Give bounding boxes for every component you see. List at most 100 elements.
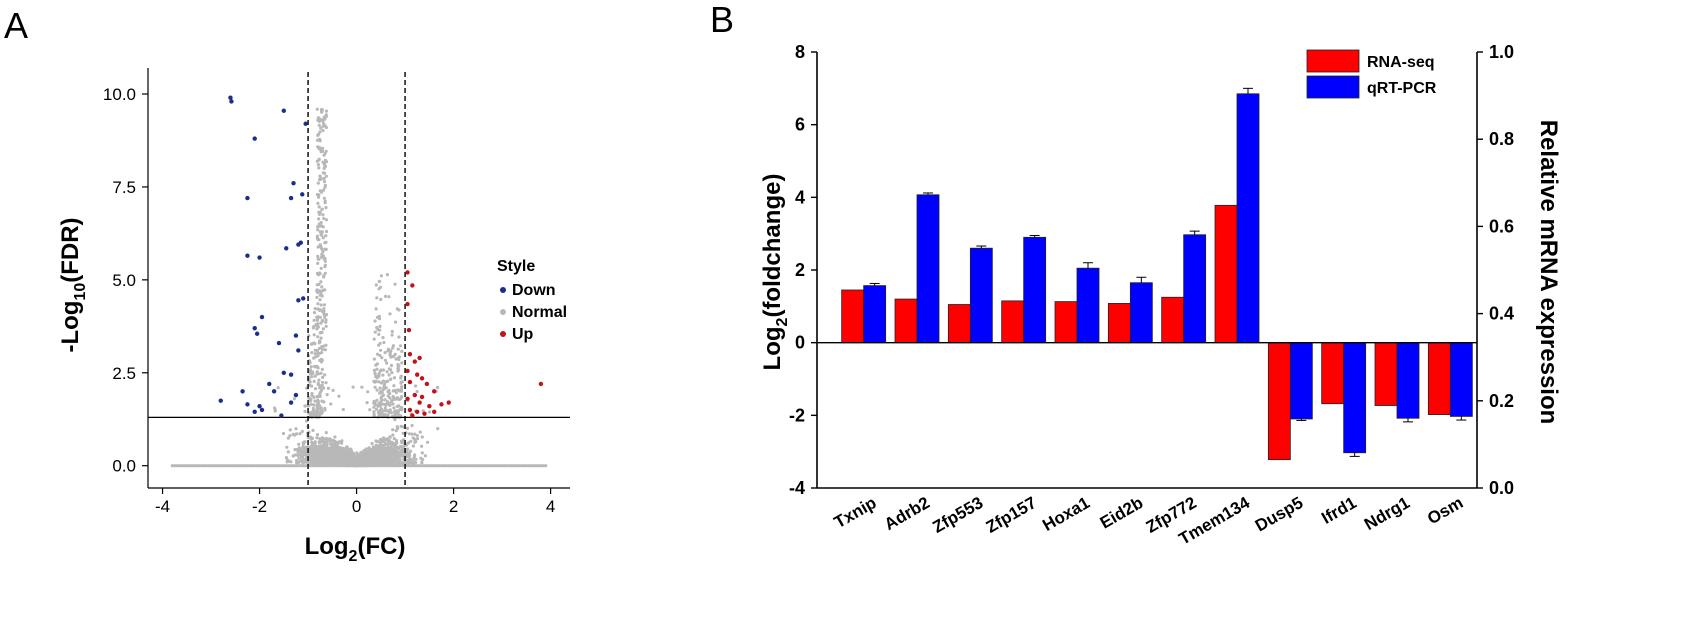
normal-point (335, 464, 339, 468)
normal-point (321, 119, 325, 123)
normal-point (318, 386, 322, 390)
normal-point (357, 464, 361, 468)
normal-point (395, 441, 399, 445)
normal-point (396, 464, 400, 468)
normal-point (363, 455, 367, 459)
normal-point (343, 452, 347, 456)
normal-point (318, 464, 322, 468)
normal-point (315, 315, 319, 319)
normal-point (372, 405, 376, 409)
normal-point (310, 375, 314, 379)
panel-b-letter: B (710, 0, 734, 40)
normal-point (294, 464, 298, 468)
normal-point (384, 380, 388, 384)
normal-point (236, 464, 240, 468)
normal-point (313, 352, 317, 356)
normal-point (371, 452, 375, 456)
normal-point (372, 368, 376, 372)
normal-point (306, 445, 310, 449)
normal-point (331, 452, 335, 456)
normal-point (291, 464, 296, 468)
normal-point (258, 464, 262, 468)
normal-point (337, 450, 342, 455)
volcano-plot: -4 -2 0 2 4 0.0 2.5 5.0 7.5 10.0 Log2(FC) -Log10(… (57, 68, 570, 565)
normal-point (381, 458, 385, 462)
normal-point (413, 464, 417, 468)
normal-point (316, 307, 320, 311)
normal-point (321, 225, 325, 229)
normal-point (296, 451, 300, 455)
normal-point (316, 335, 320, 339)
up-point (431, 389, 437, 394)
normal-point (318, 448, 322, 452)
bar-rna-seq (1427, 342, 1451, 416)
normal-point (315, 327, 319, 331)
normal-point (211, 464, 216, 468)
normal-point (281, 431, 286, 436)
normal-point (289, 464, 293, 468)
normal-point (534, 464, 538, 468)
normal-point (314, 444, 318, 448)
normal-point (285, 445, 289, 449)
normal-point (265, 464, 269, 468)
normal-point (318, 298, 322, 302)
normal-point (391, 402, 395, 406)
normal-point (493, 464, 497, 468)
normal-point (313, 365, 317, 369)
normal-point (320, 319, 324, 323)
up-point (419, 394, 425, 400)
normal-point (317, 346, 322, 350)
gene-label: Txnip (831, 493, 880, 532)
normal-point (170, 464, 174, 468)
normal-point (316, 228, 320, 232)
normal-point (272, 464, 276, 468)
bar-qrt-pcr (1236, 93, 1260, 344)
normal-point (322, 196, 326, 200)
down-point (296, 242, 301, 247)
bar-rna-seq (947, 304, 971, 344)
normal-point (375, 453, 379, 458)
normal-point (276, 386, 280, 390)
normal-point (350, 464, 354, 468)
normal-point (378, 441, 382, 445)
normal-point (473, 464, 477, 468)
normal-point (385, 450, 389, 454)
normal-point (392, 437, 396, 441)
normal-point (322, 216, 326, 221)
normal-point (286, 450, 290, 454)
normal-point (221, 464, 225, 468)
bar-rna-seq (1161, 296, 1185, 344)
normal-point (360, 385, 364, 389)
normal-point (328, 464, 332, 468)
up-point (405, 270, 410, 275)
normal-point (390, 411, 394, 415)
normal-point (345, 464, 349, 468)
normal-point (318, 137, 322, 141)
y-tick-label: 0 (795, 333, 805, 353)
normal-point (340, 441, 344, 445)
normal-point (316, 245, 320, 249)
normal-point (329, 439, 333, 443)
normal-point (319, 303, 323, 307)
normal-point (375, 376, 379, 380)
normal-point (469, 464, 473, 468)
normal-point (317, 452, 321, 456)
legend-marker-up (500, 331, 506, 337)
normal-point (386, 453, 390, 457)
normal-point (524, 464, 528, 468)
normal-point (317, 217, 321, 221)
normal-point (243, 464, 247, 468)
bar-rna-seq (1107, 303, 1131, 344)
normal-point (328, 446, 332, 450)
down-point (293, 392, 299, 398)
normal-point (370, 441, 374, 446)
normal-point (308, 452, 312, 456)
normal-point (323, 406, 327, 411)
normal-point (485, 464, 490, 468)
normal-point (323, 117, 327, 121)
y-tick-label: 4 (795, 187, 805, 207)
down-point (293, 333, 299, 338)
normal-point (320, 367, 324, 371)
normal-point (318, 394, 322, 398)
bar-qrt-pcr (863, 285, 887, 344)
